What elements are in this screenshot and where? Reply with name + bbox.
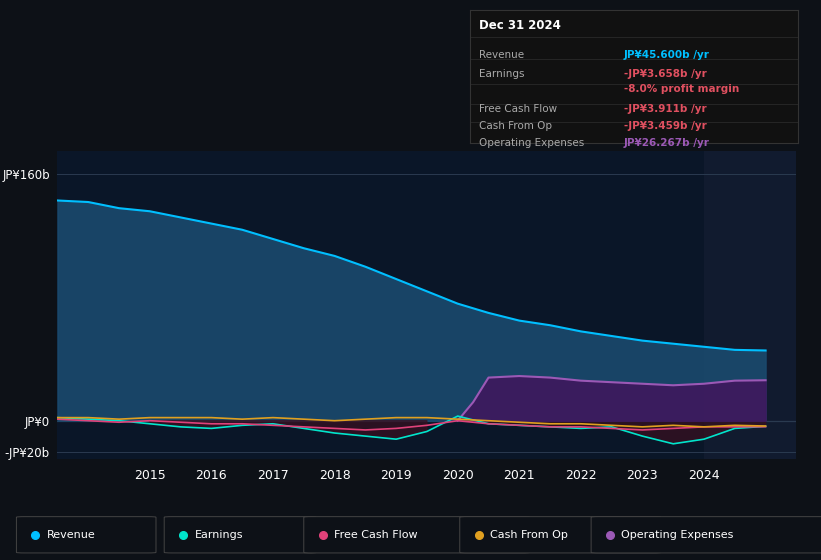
FancyBboxPatch shape — [164, 517, 316, 553]
FancyBboxPatch shape — [16, 517, 156, 553]
Text: JP¥26.267b /yr: JP¥26.267b /yr — [624, 138, 710, 148]
Text: Revenue: Revenue — [47, 530, 95, 540]
Text: Free Cash Flow: Free Cash Flow — [334, 530, 418, 540]
Text: Earnings: Earnings — [479, 69, 525, 79]
Bar — [704, 151, 796, 459]
Text: -8.0% profit margin: -8.0% profit margin — [624, 85, 739, 95]
Text: Cash From Op: Cash From Op — [490, 530, 568, 540]
Text: -JP¥3.459b /yr: -JP¥3.459b /yr — [624, 121, 707, 131]
Text: Operating Expenses: Operating Expenses — [479, 138, 585, 148]
FancyBboxPatch shape — [591, 517, 821, 553]
Text: Cash From Op: Cash From Op — [479, 121, 553, 131]
Text: JP¥45.600b /yr: JP¥45.600b /yr — [624, 50, 710, 60]
Text: Revenue: Revenue — [479, 50, 525, 60]
Text: Free Cash Flow: Free Cash Flow — [479, 104, 557, 114]
Text: -JP¥3.911b /yr: -JP¥3.911b /yr — [624, 104, 707, 114]
Text: Dec 31 2024: Dec 31 2024 — [479, 20, 562, 32]
FancyBboxPatch shape — [460, 517, 661, 553]
FancyBboxPatch shape — [304, 517, 530, 553]
Text: -JP¥3.658b /yr: -JP¥3.658b /yr — [624, 69, 707, 79]
Text: Operating Expenses: Operating Expenses — [621, 530, 734, 540]
Text: Earnings: Earnings — [195, 530, 243, 540]
